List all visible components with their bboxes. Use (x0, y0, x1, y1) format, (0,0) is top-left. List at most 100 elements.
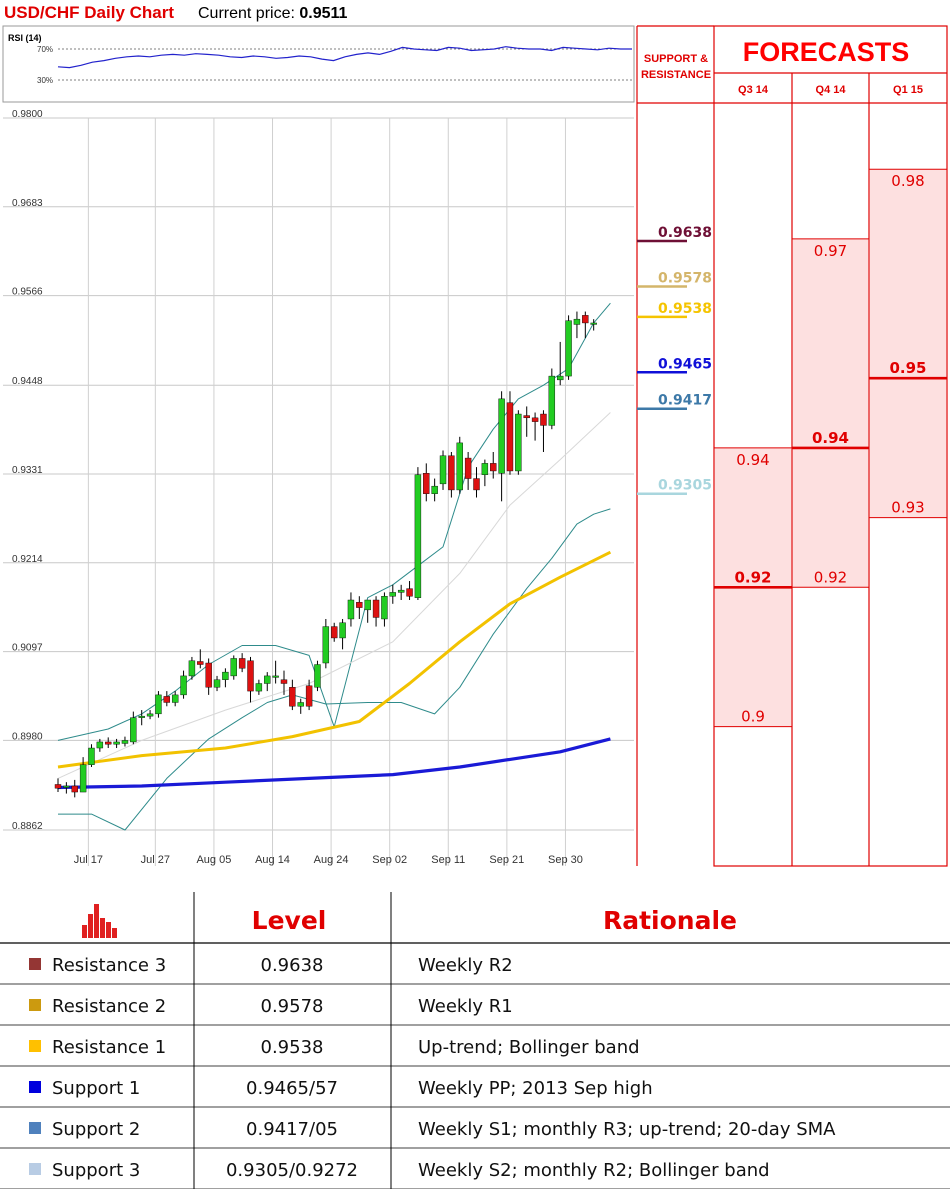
candle (171, 691, 179, 707)
candle-body (406, 588, 413, 597)
x-tick-label: Jul 17 (74, 854, 103, 866)
y-tick-label: 0.9566 (12, 287, 43, 298)
sr-level-label: 0.9465 (658, 356, 712, 372)
x-tick-label: Sep 21 (489, 854, 524, 866)
y-tick-label: 0.8862 (12, 821, 43, 832)
candle (79, 757, 87, 793)
forecasts-title: FORECASTS (743, 37, 910, 67)
table-header-level: Level (252, 906, 327, 935)
forecast-low-label: 0.9 (741, 708, 765, 726)
level-name: Resistance 1 (52, 1037, 166, 1058)
candle (205, 658, 212, 695)
candle-body (88, 747, 95, 765)
sr-level-label: 0.9638 (658, 225, 712, 241)
candle (289, 679, 296, 711)
sr-level-label: 0.9538 (658, 301, 712, 317)
candle (88, 744, 95, 767)
candle-body (163, 696, 171, 703)
candle (280, 670, 288, 695)
rsi-label: RSI (14) (8, 33, 42, 43)
price-chart: 0.9800 0.9683 0.9566 0.9448 0.9331 0.9214 0.90… (3, 109, 634, 866)
forecast-column: Q4 14 0.92 0.94 0.97 (791, 73, 869, 866)
candle-body (63, 785, 70, 788)
sr-level-label: 0.9305 (658, 478, 712, 494)
candle-body (54, 784, 62, 789)
candle (397, 584, 405, 601)
candle (423, 463, 430, 502)
candle-body (557, 375, 564, 381)
table-row: Support 3 0.9305/0.9272 Weekly S2; monthly… (0, 1160, 950, 1189)
candle-body (364, 599, 371, 611)
candle (347, 592, 355, 627)
candle (490, 451, 497, 479)
forecast-column: Q3 14 0.9 0.92 0.94 (714, 84, 792, 728)
candle-body (113, 741, 120, 745)
y-tick-label: 0.9448 (12, 376, 43, 387)
candle-body (515, 413, 522, 472)
rsi-70-label: 70% (37, 45, 53, 54)
support-resistance-panel: SUPPORT & RESISTANCE 0.96380.95780.95380… (636, 25, 714, 866)
levels-table: Level Rationale Resistance 3 0.9638 Weekly… (0, 892, 950, 1189)
x-tick-label: Sep 11 (431, 854, 465, 866)
level-rationale: Weekly S1; monthly R3; up-trend; 20-day … (418, 1119, 836, 1140)
candle (414, 467, 422, 601)
x-tick-label: Jul 27 (141, 854, 170, 866)
level-name: Support 3 (52, 1160, 140, 1181)
candle-body (431, 485, 438, 494)
candle (138, 710, 145, 726)
table-row: Resistance 1 0.9538 Up-trend; Bollinger ba… (0, 1037, 950, 1067)
level-rationale: Weekly R1 (418, 996, 513, 1017)
candle-body (423, 473, 430, 494)
table-row: Resistance 2 0.9578 Weekly R1 (0, 996, 950, 1026)
candle (481, 459, 489, 487)
candle (213, 675, 221, 692)
candle (431, 478, 438, 502)
table-header-rationale: Rationale (603, 906, 737, 935)
forecast-range (870, 169, 946, 518)
bars-icon-bar (112, 928, 117, 938)
x-tick-label: Sep 02 (372, 854, 407, 866)
forecasts-panel: FORECASTS Q3 14 0.9 0.92 0.94 Q4 14 0.92 0.94 0… (713, 25, 948, 867)
candle-body (213, 679, 221, 688)
bars-icon-bar (88, 914, 93, 938)
current-price-label: Current price: 0.9511 (198, 5, 348, 22)
candle (565, 315, 572, 380)
candle (146, 710, 154, 720)
level-color-swatch (29, 999, 41, 1011)
level-value: 0.9305/0.9272 (226, 1160, 358, 1181)
candle (188, 656, 196, 680)
forecast-high-label: 0.94 (736, 451, 769, 469)
candle-body (264, 675, 271, 684)
candle-body (331, 626, 338, 639)
candle (264, 672, 271, 692)
candle-body (464, 457, 472, 479)
candle-body (573, 318, 581, 325)
candle (456, 436, 463, 494)
candle (180, 670, 187, 699)
candle-body (79, 764, 87, 793)
level-name: Support 1 (52, 1078, 140, 1099)
candle (238, 653, 246, 673)
candle (364, 599, 371, 623)
forecast-column-header: Q1 15 (893, 84, 923, 96)
candle-body (531, 417, 539, 422)
candle (557, 341, 564, 386)
candle-body (297, 702, 304, 707)
forecast-high-label: 0.97 (814, 242, 847, 260)
candle (255, 679, 263, 695)
candle-body (222, 671, 229, 680)
candle (121, 736, 129, 747)
candle (498, 391, 505, 502)
y-tick-label: 0.9683 (12, 198, 43, 209)
candle (582, 311, 589, 339)
candle-body (305, 685, 313, 707)
level-color-swatch (29, 1081, 41, 1093)
level-color-swatch (29, 958, 41, 970)
y-tick-label: 0.9800 (12, 109, 43, 120)
bars-icon-bar (100, 918, 105, 938)
candle-body (105, 741, 112, 745)
candle (71, 779, 78, 798)
forecast-column-header: Q3 14 (738, 84, 769, 96)
candle-body (381, 596, 388, 620)
forecast-low-label: 0.92 (814, 568, 847, 586)
